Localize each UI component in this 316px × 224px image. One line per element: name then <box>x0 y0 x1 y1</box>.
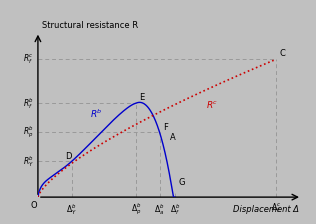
Text: $R_f^c$: $R_f^c$ <box>23 53 34 66</box>
Text: $\Delta_Y^b$: $\Delta_Y^b$ <box>66 202 77 217</box>
Text: $R^b$: $R^b$ <box>90 107 102 120</box>
Text: F: F <box>163 123 167 132</box>
Text: $R_Y^b$: $R_Y^b$ <box>23 154 34 169</box>
Text: Structural resistance R: Structural resistance R <box>42 21 138 30</box>
Text: $R_p^b$: $R_p^b$ <box>23 125 34 140</box>
Text: $\Delta_a^b$: $\Delta_a^b$ <box>154 202 165 217</box>
Text: $\Delta_p^b$: $\Delta_p^b$ <box>131 202 142 218</box>
Text: $\Delta_f^b$: $\Delta_f^b$ <box>170 202 180 217</box>
Text: D: D <box>65 152 72 161</box>
Text: O: O <box>31 201 37 210</box>
Text: $R^c$: $R^c$ <box>206 99 219 110</box>
Text: $\Delta_f^c$: $\Delta_f^c$ <box>271 202 281 215</box>
Text: A: A <box>170 133 176 142</box>
Text: E: E <box>139 93 145 102</box>
Text: G: G <box>179 178 185 187</box>
Text: $R_f^b$: $R_f^b$ <box>23 96 34 110</box>
Text: Displacement Δ: Displacement Δ <box>233 205 299 214</box>
Text: C: C <box>279 50 285 58</box>
